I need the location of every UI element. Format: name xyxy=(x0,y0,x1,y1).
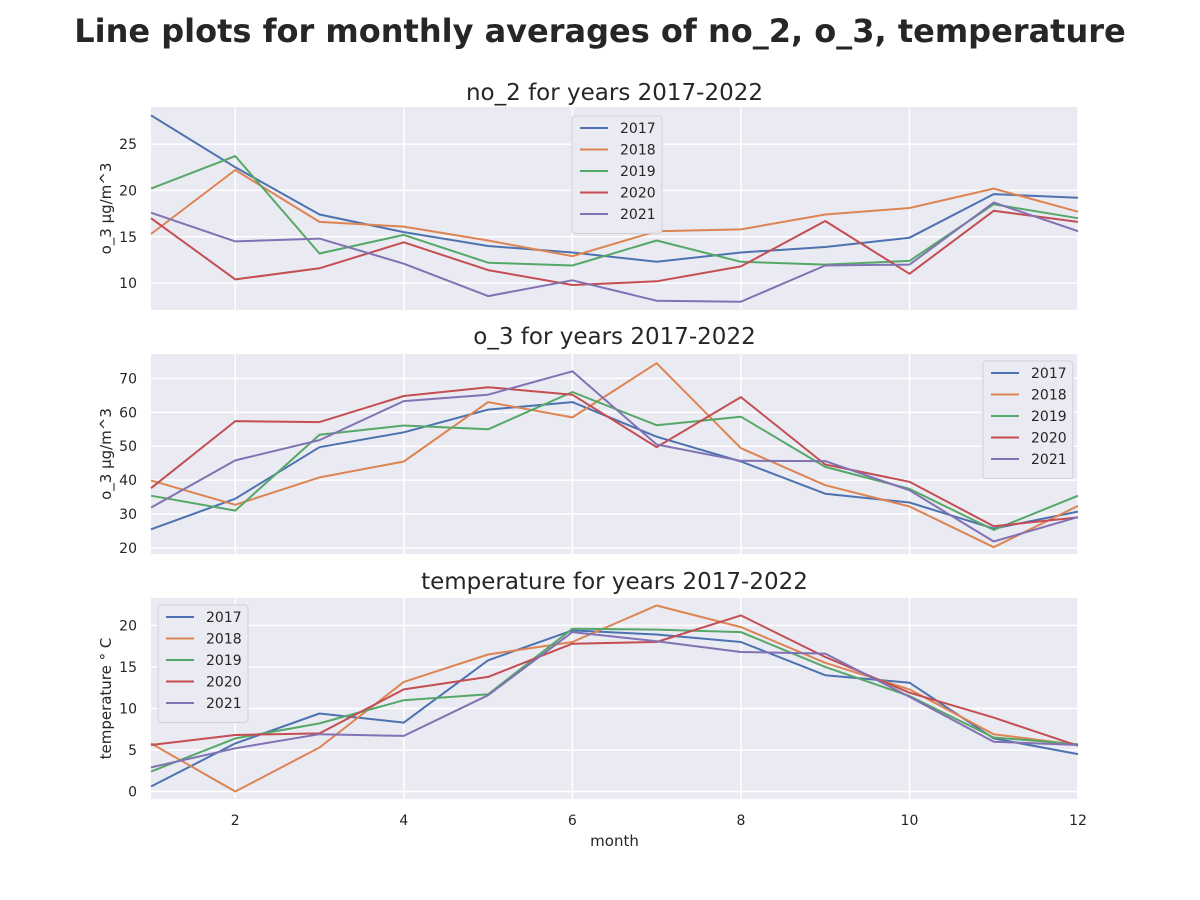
panel-3: temperature for years 2017-2022051015202… xyxy=(97,569,1087,850)
y-tick-label: 20 xyxy=(119,183,137,199)
plot-background xyxy=(151,354,1078,554)
series-line-2021 xyxy=(150,201,1079,303)
legend-label-2019: 2019 xyxy=(206,653,242,669)
legend-label-2017: 2017 xyxy=(620,121,656,137)
y-tick-label: 40 xyxy=(119,473,137,489)
legend: 2017 2018 2019 2020 2021 xyxy=(157,604,249,723)
series-line-2020 xyxy=(150,386,1079,528)
y-axis-label: temperature ° C xyxy=(97,638,115,760)
y-tick-label: 15 xyxy=(119,230,137,246)
series-line-2019 xyxy=(150,627,1079,773)
legend-label-2019: 2019 xyxy=(620,164,656,180)
series-line-2020 xyxy=(150,209,1079,286)
x-tick-label: 10 xyxy=(901,813,919,829)
x-tick-label: 12 xyxy=(1069,813,1087,829)
panel-1: no_2 for years 2017-2022 10 15 20 25o_3 µg/m… xyxy=(97,80,1079,310)
y-tick-label: 10 xyxy=(119,701,137,717)
legend-label-2021: 2021 xyxy=(206,696,242,712)
y-tick-label: 20 xyxy=(119,541,137,557)
y-tick-label: 30 xyxy=(119,507,137,523)
series-line-2017 xyxy=(150,114,1079,263)
x-axis-label: month xyxy=(590,832,639,850)
series-line-2017 xyxy=(150,629,1079,788)
y-axis-label: o_3 µg/m^3 xyxy=(97,163,116,255)
y-tick-label: 50 xyxy=(119,439,137,455)
x-tick-label: 8 xyxy=(736,813,745,829)
panel-title: temperature for years 2017-2022 xyxy=(421,569,808,595)
y-tick-label: 0 xyxy=(128,785,137,801)
legend-label-2018: 2018 xyxy=(620,143,656,159)
series-line-2019 xyxy=(150,155,1079,267)
y-axis-label: o_3 µg/m^3 xyxy=(97,408,116,500)
series-line-2017 xyxy=(150,401,1079,531)
panel-2: o_3 for years 2017-2022 20 30 40 50 60 70 o_3 µ… xyxy=(97,324,1079,557)
legend-label-2020: 2020 xyxy=(620,186,656,202)
legend-label-2017: 2017 xyxy=(206,610,242,626)
y-tick-label: 15 xyxy=(119,660,137,676)
legend-label-2020: 2020 xyxy=(1031,431,1067,447)
y-tick-label: 60 xyxy=(119,405,137,421)
legend-label-2020: 2020 xyxy=(206,675,242,691)
legend: 2017 2018 2019 2020 2021 xyxy=(982,360,1074,479)
legend-box xyxy=(157,604,249,723)
legend-label-2018: 2018 xyxy=(1031,388,1067,404)
x-tick-label: 4 xyxy=(399,813,408,829)
series-line-2018 xyxy=(150,169,1079,258)
legend-label-2021: 2021 xyxy=(620,207,656,223)
x-tick-label: 2 xyxy=(231,813,240,829)
legend-label-2019: 2019 xyxy=(1031,409,1067,425)
y-tick-label: 20 xyxy=(119,618,137,634)
legend: 2017 2018 2019 2020 2021 xyxy=(571,115,663,234)
panel-title: o_3 for years 2017-2022 xyxy=(473,324,755,350)
legend-label-2018: 2018 xyxy=(206,632,242,648)
series-line-2021 xyxy=(150,370,1079,543)
series-line-2020 xyxy=(150,614,1079,747)
panel-title: no_2 for years 2017-2022 xyxy=(466,80,763,106)
legend-box xyxy=(571,115,663,234)
figure-title: Line plots for monthly averages of no_2,… xyxy=(74,12,1125,50)
legend-box xyxy=(982,360,1074,479)
y-tick-label: 5 xyxy=(128,743,137,759)
y-tick-label: 10 xyxy=(119,276,137,292)
x-tick-label: 6 xyxy=(568,813,577,829)
series-line-2018 xyxy=(150,362,1079,549)
series-line-2021 xyxy=(150,631,1079,769)
legend-label-2021: 2021 xyxy=(1031,452,1067,468)
y-tick-label: 70 xyxy=(119,371,137,387)
legend-label-2017: 2017 xyxy=(1031,366,1067,382)
y-tick-label: 25 xyxy=(119,137,137,153)
